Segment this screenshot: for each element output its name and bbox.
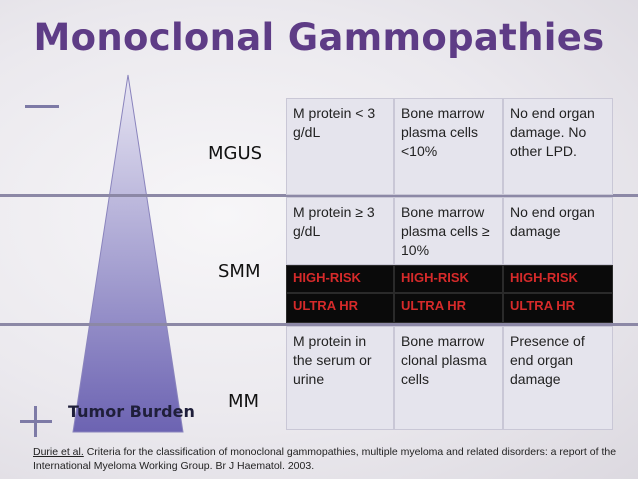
smm-organ-damage-cell: No end organ damage xyxy=(503,197,613,265)
smm-m-protein-cell: M protein ≥ 3 g/dL xyxy=(286,197,394,265)
plus-icon-vertical xyxy=(34,406,37,437)
divider-bottom xyxy=(0,323,638,326)
high-risk-cell: HIGH-RISK xyxy=(503,265,613,293)
stage-label-mgus: MGUS xyxy=(208,143,263,164)
slide-title: Monoclonal Gammopathies xyxy=(33,16,605,59)
high-risk-cell: HIGH-RISK xyxy=(394,265,503,293)
mm-m-protein-cell: M protein in the serum or urine xyxy=(286,326,394,430)
stage-label-smm: SMM xyxy=(218,261,261,282)
mm-organ-damage-cell: Presence of end organ damage xyxy=(503,326,613,430)
mgus-bone-marrow-cell: Bone marrow plasma cells <10% xyxy=(394,98,503,195)
mm-bone-marrow-cell: Bone marrow clonal plasma cells xyxy=(394,326,503,430)
high-risk-cell: HIGH-RISK xyxy=(286,265,394,293)
ultra-hr-cell: ULTRA HR xyxy=(394,293,503,323)
citation-text: Criteria for the classification of monoc… xyxy=(33,446,617,472)
ultra-hr-cell: ULTRA HR xyxy=(503,293,613,323)
minus-icon xyxy=(25,105,59,108)
divider-top xyxy=(0,194,638,197)
tumor-burden-label: Tumor Burden xyxy=(68,402,195,421)
mgus-organ-damage-cell: No end organ damage. No other LPD. xyxy=(503,98,613,195)
mgus-m-protein-cell: M protein < 3 g/dL xyxy=(286,98,394,195)
smm-bone-marrow-cell: Bone marrow plasma cells ≥ 10% xyxy=(394,197,503,265)
stage-label-mm: MM xyxy=(228,391,260,412)
citation-link[interactable]: Durie et al. xyxy=(33,446,84,458)
citation: Durie et al. Criteria for the classifica… xyxy=(33,445,633,473)
ultra-hr-cell: ULTRA HR xyxy=(286,293,394,323)
